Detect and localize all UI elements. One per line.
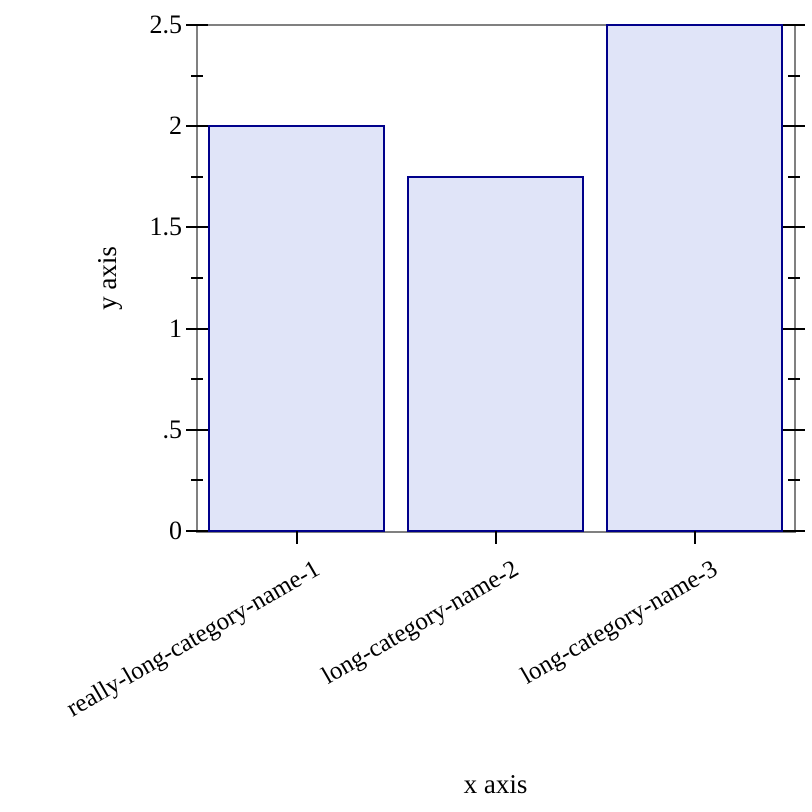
x-category-tick (494, 531, 497, 544)
y-tick-label: 1 (169, 313, 182, 343)
y-major-tick-right (783, 327, 805, 330)
y-major-tick-right (783, 530, 805, 532)
bar-long-category-name-3 (606, 24, 783, 532)
y-major-tick-right (783, 428, 805, 431)
y-major-tick-left (186, 327, 208, 330)
y-tick-label: 2.5 (149, 10, 183, 39)
y-major-tick-left (186, 125, 208, 128)
x-category-tick (295, 531, 298, 544)
bar-really-long-category-name-1 (208, 125, 385, 532)
y-minor-tick-left (191, 378, 203, 381)
y-tick-label: 0 (169, 516, 182, 545)
y-minor-tick-right (788, 277, 800, 279)
y-minor-tick-right (788, 479, 800, 482)
y-major-tick-left (186, 530, 208, 532)
y-major-tick-right (783, 125, 805, 128)
y-minor-tick-right (788, 74, 800, 77)
x-category-tick (693, 531, 696, 544)
y-major-tick-left (186, 428, 208, 431)
y-minor-tick-left (191, 74, 203, 77)
x-axis-label: x axis (463, 769, 528, 799)
x-category-label: really-long-category-name-1 (62, 555, 325, 723)
y-tick-label: .5 (162, 414, 183, 444)
y-major-tick-right (783, 24, 805, 26)
y-major-tick-left (186, 226, 208, 229)
y-tick-label: 1.5 (149, 212, 183, 242)
x-category-label: long-category-name-2 (317, 555, 524, 690)
y-minor-tick-left (191, 479, 203, 482)
y-tick-label: 2 (169, 111, 182, 141)
y-minor-tick-right (788, 378, 800, 381)
bar-long-category-name-2 (407, 175, 584, 532)
y-minor-tick-left (191, 277, 203, 279)
y-axis-label: y axis (92, 246, 122, 310)
y-minor-tick-right (788, 175, 800, 178)
x-category-label: long-category-name-3 (516, 555, 723, 690)
y-minor-tick-left (191, 175, 203, 178)
y-major-tick-left (186, 24, 208, 26)
y-major-tick-right (783, 226, 805, 229)
